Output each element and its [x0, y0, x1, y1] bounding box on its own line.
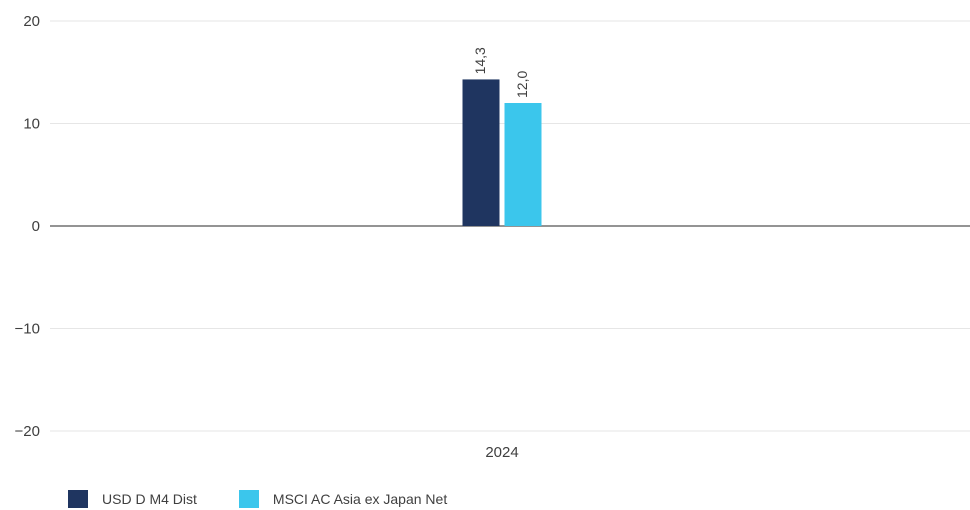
data-label-series-2-2024: 12,0 [514, 71, 530, 98]
x-tick-label-0: 2024 [485, 444, 518, 461]
legend: USD D M4 Dist MSCI AC Asia ex Japan Net [68, 490, 489, 508]
legend-label-series-1: USD D M4 Dist [102, 491, 197, 507]
legend-item-series-1: USD D M4 Dist [68, 490, 197, 508]
legend-swatch-series-2 [238, 490, 259, 508]
data-label-series-1-2024: 14,3 [472, 47, 488, 74]
legend-item-series-2: MSCI AC Asia ex Japan Net [238, 490, 448, 508]
y-tick-label-4: −20 [15, 423, 40, 440]
y-tick-label-1: 10 [23, 116, 40, 133]
bar-series-1-2024 [462, 79, 500, 226]
legend-swatch-series-1 [68, 490, 88, 508]
y-tick-label-2: 0 [32, 218, 40, 235]
bar-series-2-2024 [504, 103, 542, 226]
y-tick-label-3: −10 [15, 321, 40, 338]
y-tick-label-0: 20 [23, 13, 40, 30]
legend-label-series-2: MSCI AC Asia ex Japan Net [272, 491, 448, 507]
